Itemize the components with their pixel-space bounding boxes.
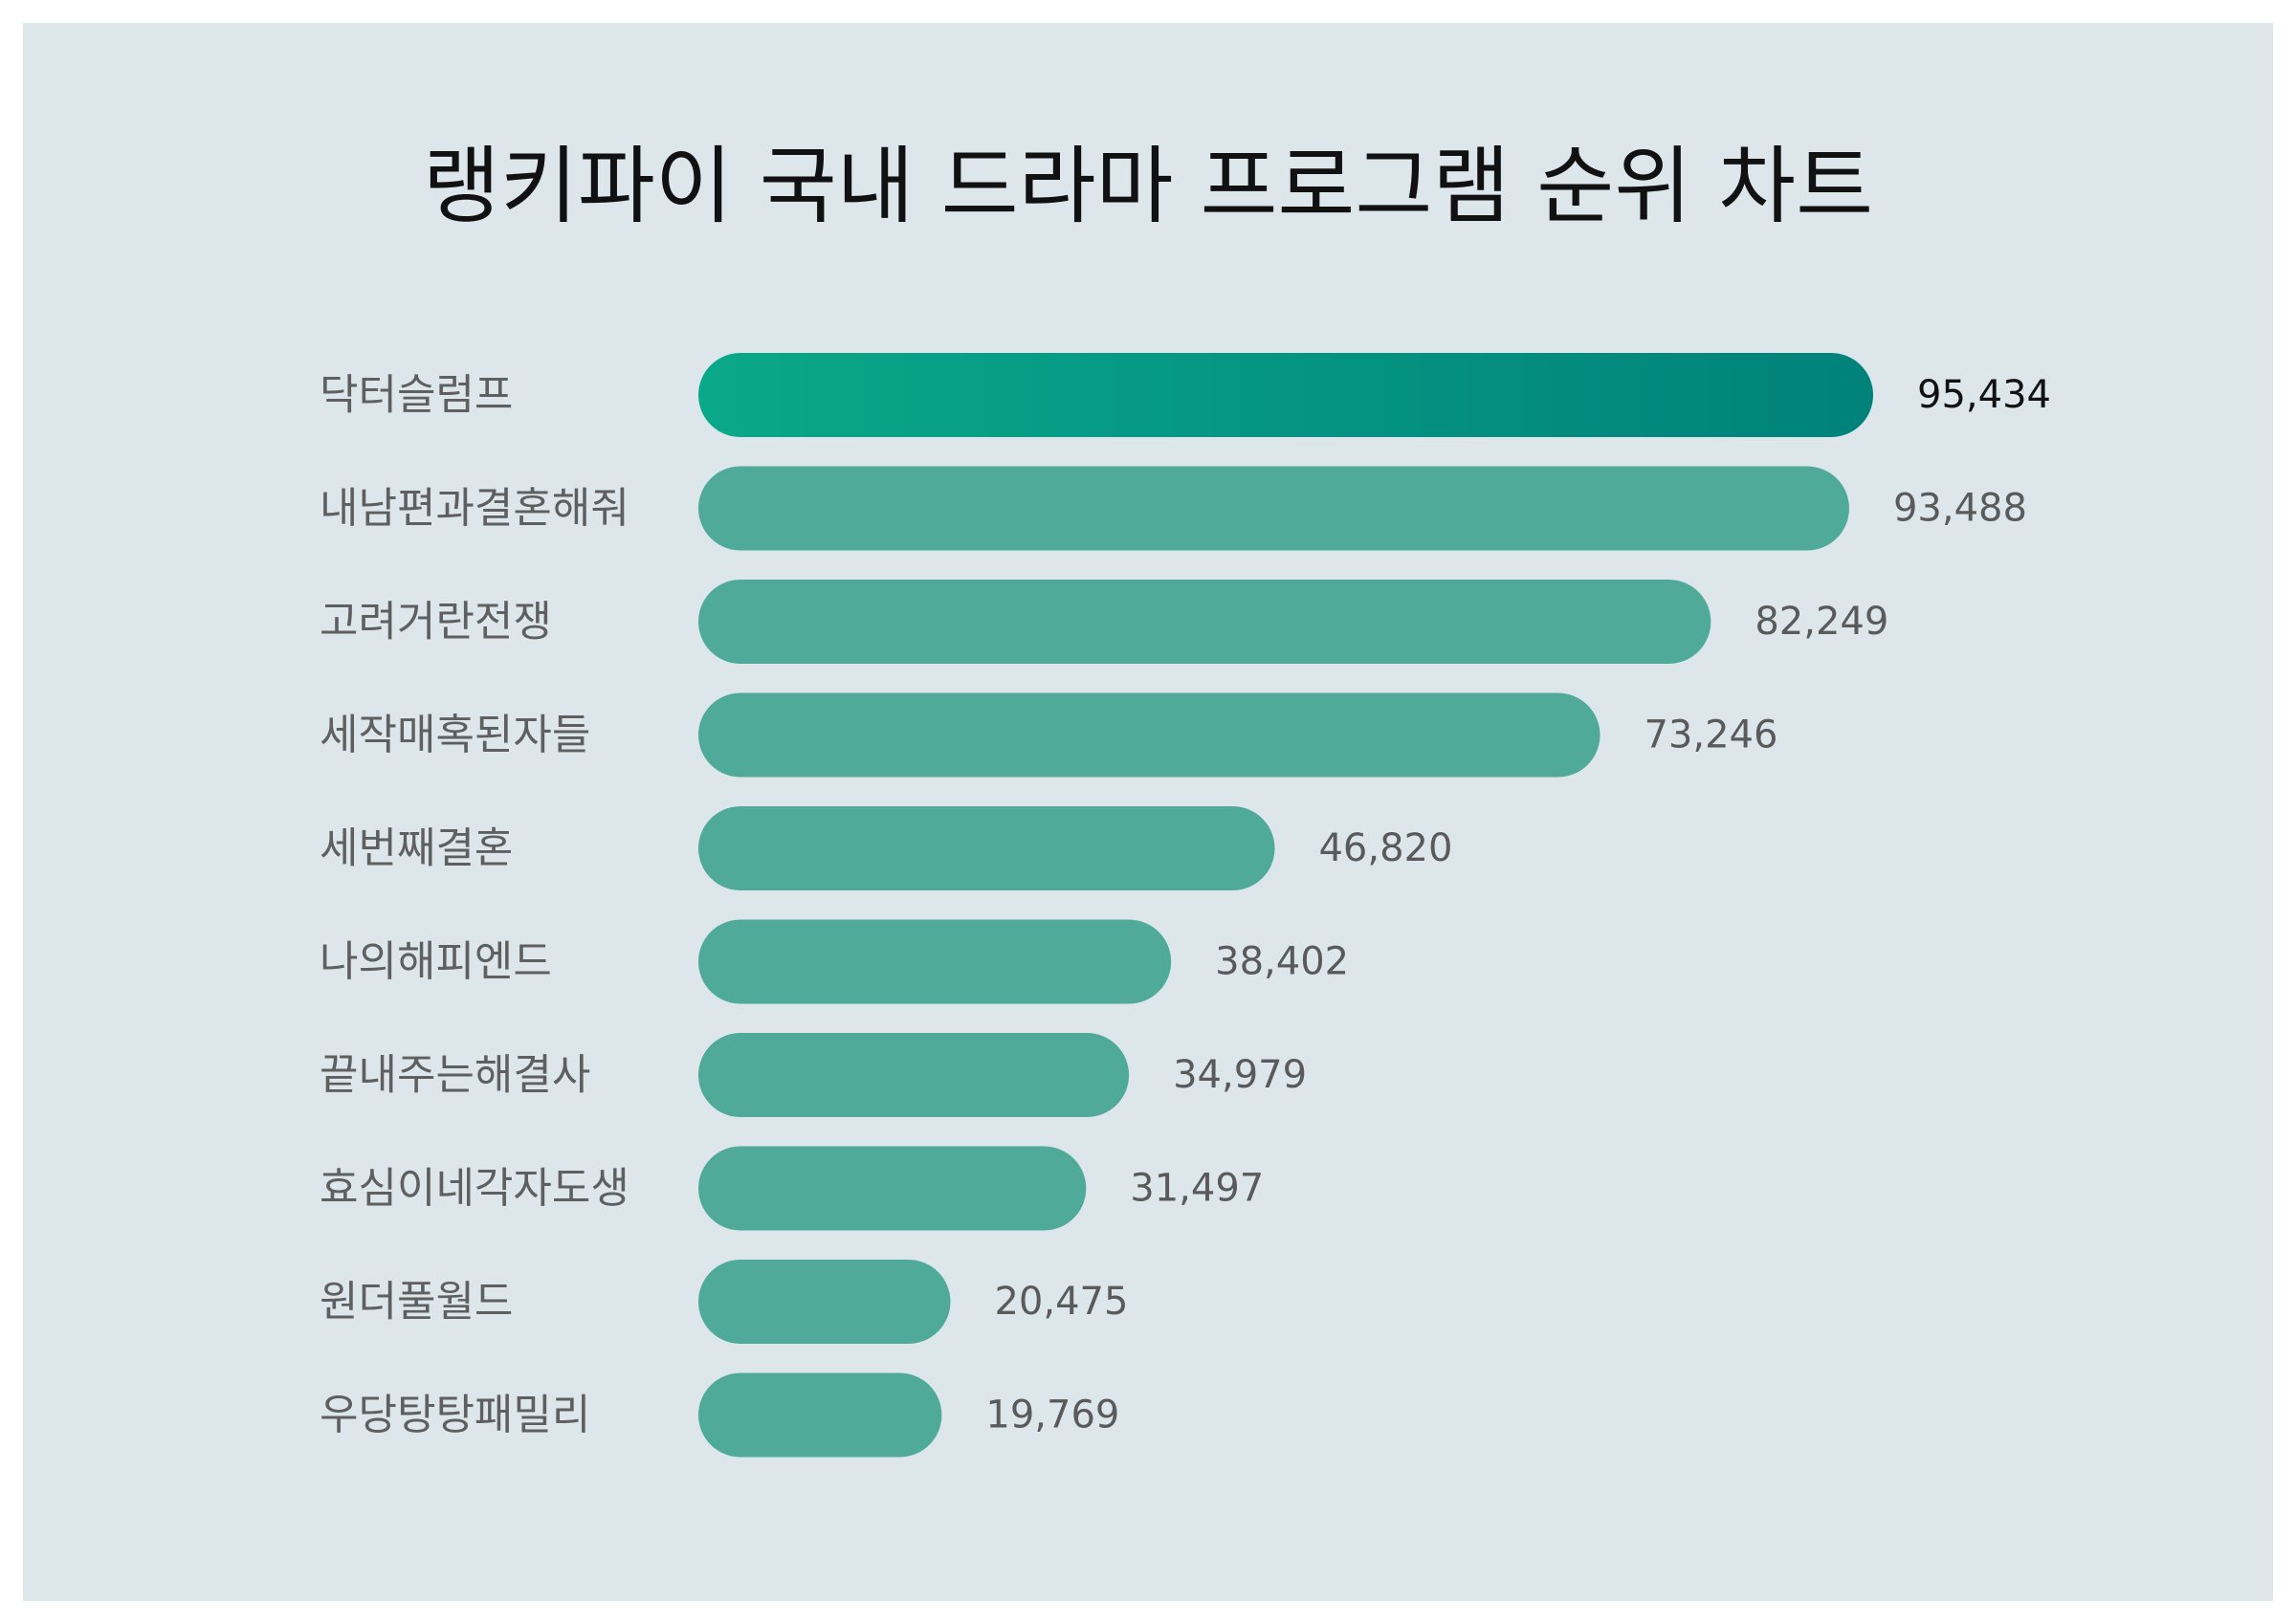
bar bbox=[698, 919, 1172, 1004]
bar bbox=[698, 353, 1873, 437]
bar bbox=[698, 692, 1601, 778]
value-label: 34,979 bbox=[1173, 1053, 1307, 1097]
value-label: 31,497 bbox=[1130, 1167, 1264, 1211]
category-label: 닥터슬럼프 bbox=[320, 371, 513, 420]
bar bbox=[698, 580, 1711, 664]
bar bbox=[698, 1033, 1130, 1117]
bar bbox=[698, 1146, 1087, 1231]
value-label: 82,249 bbox=[1755, 600, 1888, 644]
value-label: 46,820 bbox=[1318, 826, 1452, 870]
category-label: 고려거란전쟁 bbox=[320, 598, 552, 647]
category-label: 내남편과결혼해줘 bbox=[320, 484, 629, 533]
category-label: 세번째결혼 bbox=[320, 824, 513, 873]
category-label: 끝내주는해결사 bbox=[320, 1051, 590, 1100]
value-label: 38,402 bbox=[1215, 940, 1349, 984]
value-label: 95,434 bbox=[1917, 373, 2051, 417]
value-label: 20,475 bbox=[994, 1280, 1128, 1324]
category-label: 세작매혹된자들 bbox=[320, 711, 590, 759]
chart-title: 랭키파이 국내 드라마 프로그램 순위 차트 bbox=[422, 137, 1874, 235]
category-label: 원더풀월드 bbox=[320, 1278, 513, 1327]
category-label: 효심이네각자도생 bbox=[320, 1164, 629, 1213]
category-label: 나의해피엔드 bbox=[320, 937, 552, 986]
value-label: 73,246 bbox=[1644, 713, 1777, 757]
category-label: 우당탕탕패밀리 bbox=[320, 1391, 590, 1439]
bar bbox=[698, 1260, 951, 1344]
bar bbox=[698, 806, 1275, 890]
bar bbox=[698, 1372, 942, 1458]
bar bbox=[698, 466, 1849, 551]
value-label: 19,769 bbox=[985, 1394, 1119, 1437]
value-label: 93,488 bbox=[1893, 487, 2027, 531]
